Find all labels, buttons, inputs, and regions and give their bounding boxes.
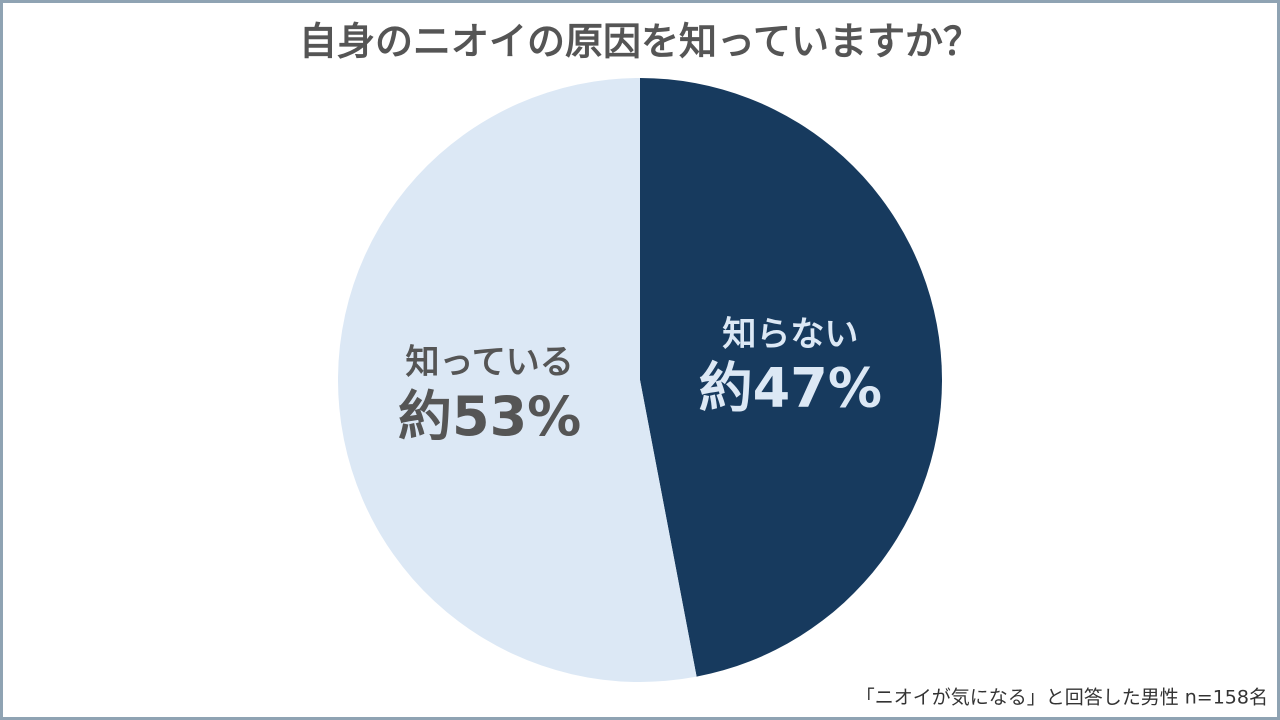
footnote: 「ニオイが気になる」と回答した男性 n=158名	[856, 687, 1268, 709]
pie-slice	[640, 78, 942, 677]
slice-label: 知っている	[406, 343, 574, 383]
pie-slice	[337, 78, 697, 682]
value-label: 約47%	[699, 356, 882, 419]
chart-title: 自身のニオイの原因を知っていますか？	[299, 20, 981, 64]
value-label: 約53%	[398, 385, 581, 448]
slice-label: 知らない	[722, 314, 858, 354]
